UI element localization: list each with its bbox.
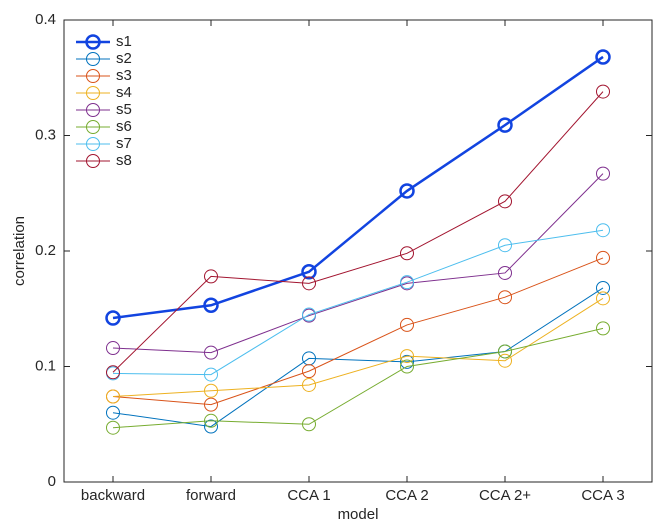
marker bbox=[596, 280, 610, 295]
marker bbox=[204, 269, 218, 284]
legend-marker bbox=[85, 34, 101, 50]
legend-label: s4 bbox=[116, 84, 132, 101]
marker bbox=[400, 354, 414, 369]
marker bbox=[498, 290, 512, 305]
marker bbox=[204, 397, 218, 412]
plot-area bbox=[63, 19, 653, 483]
marker bbox=[400, 349, 414, 364]
marker bbox=[204, 345, 218, 360]
marker bbox=[106, 365, 120, 380]
marker bbox=[596, 250, 610, 265]
legend-label: s2 bbox=[116, 50, 132, 67]
marker bbox=[498, 344, 512, 359]
marker bbox=[400, 317, 414, 332]
legend-label: s5 bbox=[116, 101, 132, 118]
marker bbox=[106, 420, 120, 435]
legend-marker bbox=[86, 69, 100, 83]
marker bbox=[106, 341, 120, 356]
series-line bbox=[112, 257, 604, 406]
legend-label: s8 bbox=[116, 152, 132, 169]
legend-marker bbox=[86, 137, 100, 151]
marker bbox=[596, 166, 610, 181]
x-tick-label: CCA 2 bbox=[385, 487, 428, 504]
legend-label: s3 bbox=[116, 67, 132, 84]
series-line bbox=[112, 229, 604, 376]
x-tick-label: CCA 2+ bbox=[479, 487, 531, 504]
series-line bbox=[112, 173, 604, 354]
series-line bbox=[112, 287, 604, 428]
marker bbox=[497, 117, 513, 133]
marker bbox=[400, 246, 414, 261]
legend-marker bbox=[86, 86, 100, 100]
marker bbox=[498, 353, 512, 368]
marker bbox=[596, 321, 610, 336]
y-tick-label: 0.4 bbox=[35, 11, 56, 28]
legend-marker bbox=[86, 154, 100, 168]
y-tick-label: 0.3 bbox=[35, 126, 56, 143]
y-tick-label: 0 bbox=[48, 473, 56, 490]
y-tick-label: 0.1 bbox=[35, 357, 56, 374]
marker bbox=[106, 405, 120, 420]
marker bbox=[204, 419, 218, 434]
marker bbox=[105, 310, 121, 326]
series-line bbox=[112, 91, 604, 373]
series-line bbox=[112, 327, 604, 429]
marker bbox=[400, 359, 414, 374]
marker bbox=[596, 84, 610, 99]
marker bbox=[203, 297, 219, 314]
marker bbox=[498, 194, 512, 209]
marker bbox=[302, 307, 316, 322]
marker bbox=[302, 276, 316, 291]
marker bbox=[302, 417, 316, 432]
legend-marker bbox=[86, 52, 100, 66]
x-tick-label: CCA 3 bbox=[581, 487, 624, 504]
marker bbox=[400, 275, 414, 290]
marker bbox=[302, 364, 316, 379]
x-tick-label: forward bbox=[186, 487, 236, 504]
marker bbox=[204, 413, 218, 428]
marker bbox=[596, 291, 610, 306]
series-line bbox=[112, 297, 604, 398]
legend-label: s7 bbox=[116, 135, 132, 152]
marker bbox=[204, 367, 218, 382]
marker bbox=[399, 183, 415, 199]
legend-marker bbox=[86, 103, 100, 117]
marker bbox=[595, 49, 611, 65]
y-axis-label: correlation bbox=[11, 216, 28, 286]
marker bbox=[498, 238, 512, 253]
marker bbox=[498, 265, 512, 280]
marker bbox=[302, 377, 316, 392]
series-line bbox=[112, 55, 604, 320]
x-tick-label: CCA 1 bbox=[287, 487, 330, 504]
legend-marker bbox=[86, 120, 100, 134]
marker bbox=[106, 389, 120, 404]
x-tick-label: backward bbox=[81, 487, 145, 504]
legend-label: s1 bbox=[116, 33, 132, 50]
y-tick-label: 0.2 bbox=[35, 242, 56, 259]
marker bbox=[596, 223, 610, 238]
marker bbox=[301, 264, 317, 280]
marker bbox=[204, 383, 218, 398]
legend-label: s6 bbox=[116, 118, 132, 135]
x-axis-label: model bbox=[338, 506, 379, 523]
